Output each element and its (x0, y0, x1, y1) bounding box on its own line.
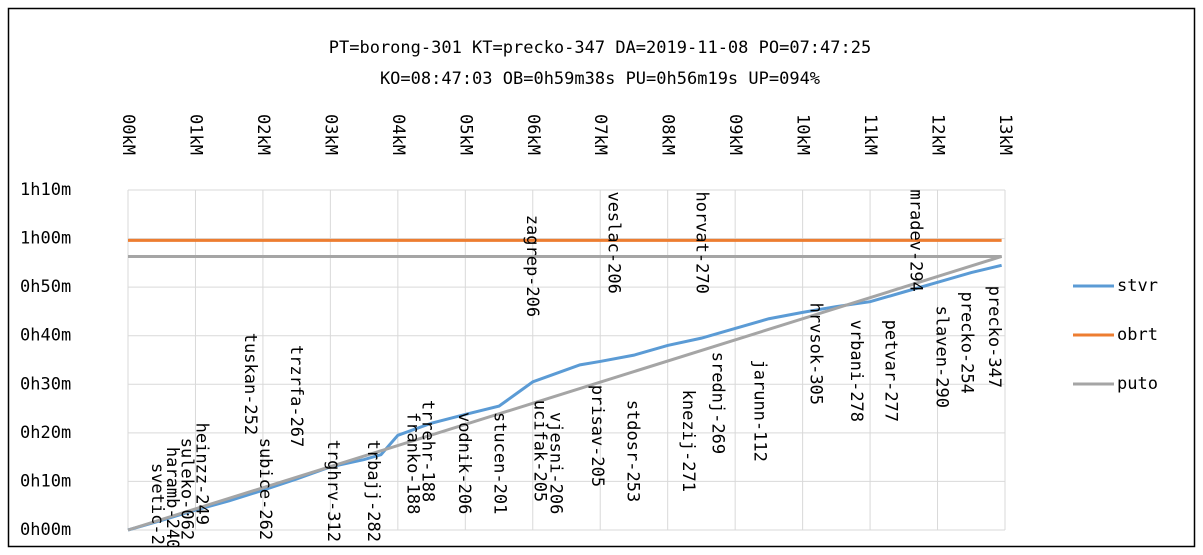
station-label: vjesni-206 (546, 412, 566, 514)
y-tick-label: 1h00m (20, 229, 71, 249)
x-tick-label: 02kM (253, 114, 273, 155)
station-label: haramb-240 (162, 447, 182, 549)
chart-frame (7, 7, 1196, 548)
y-tick-label: 0h40m (20, 326, 71, 346)
station-label: trbajj-282 (363, 440, 383, 542)
station-label: veslac-206 (604, 191, 624, 293)
y-tick-label: 0h10m (20, 471, 71, 491)
station-label: horvat-270 (691, 191, 711, 293)
station-label: stdosr-253 (623, 400, 643, 502)
station-label: suleko-062 (177, 438, 197, 540)
y-tick-label: 0h30m (20, 374, 71, 394)
station-label: petvar-277 (880, 320, 900, 422)
station-label: mradev-294 (905, 190, 925, 292)
station-label: vrbani-278 (846, 320, 866, 422)
series-line (127, 254, 1003, 532)
station-label: stucen-201 (490, 412, 510, 514)
station-label: ucifak-205 (530, 400, 550, 502)
station-label: heinzz-249 (192, 423, 212, 525)
chart-title: PT=borong-301 KT=precko-347 DA=2019-11-0… (329, 38, 871, 58)
station-label: trzrfa-267 (286, 345, 306, 447)
x-tick-label: 00kM (118, 114, 138, 155)
station-label: franko-188 (403, 412, 423, 514)
y-tick-label: 0h20m (20, 423, 71, 443)
station-label: trrehr-188 (418, 400, 438, 502)
station-label: tuskan-252 (240, 333, 260, 435)
y-tick-label: 0h50m (20, 277, 71, 297)
x-tick-label: 06kM (523, 114, 543, 155)
station-label: precko-347 (984, 286, 1004, 388)
station-label: hrvsok-305 (805, 303, 825, 405)
x-tick-label: 01kM (185, 114, 205, 155)
station-label: zagrep-206 (522, 215, 542, 317)
station-label: srednj-269 (708, 352, 728, 454)
y-tick-label: 1h10m (20, 180, 71, 200)
legend-label: stvr (1117, 276, 1158, 296)
x-tick-label: 08kM (658, 114, 678, 155)
chart-title: KO=08:47:03 OB=0h59m38s PU=0h56m19s UP=0… (380, 69, 820, 89)
station-label: precko-254 (957, 292, 977, 394)
station-label: svetic-278 (147, 463, 167, 555)
station-label: knezij-271 (678, 390, 698, 492)
station-label: trghrv-312 (323, 440, 343, 542)
station-label: subice-262 (255, 438, 275, 540)
x-tick-label: 13kM (995, 114, 1015, 155)
x-tick-label: 04kM (388, 114, 408, 155)
station-label: vodnik-206 (454, 412, 474, 514)
station-label: prisav-205 (587, 385, 607, 487)
x-tick-label: 10kM (793, 114, 813, 155)
legend-label: obrt (1117, 325, 1158, 345)
x-tick-label: 09kM (725, 114, 745, 155)
y-tick-label: 0h00m (20, 520, 71, 540)
x-tick-label: 12kM (928, 114, 948, 155)
x-tick-label: 05kM (455, 114, 475, 155)
station-label: slaven-290 (932, 306, 952, 408)
x-tick-label: 07kM (590, 114, 610, 155)
plot: 0h00m 0h10m 0h20m 0h30m 0h40m 0h50m 1h00m 1h10m… (20, 114, 1015, 555)
x-tick-label: 11kM (860, 114, 880, 155)
x-tick-label: 03kM (320, 114, 340, 155)
station-label: jarunn-112 (749, 360, 769, 462)
legend-label: puto (1117, 374, 1158, 394)
